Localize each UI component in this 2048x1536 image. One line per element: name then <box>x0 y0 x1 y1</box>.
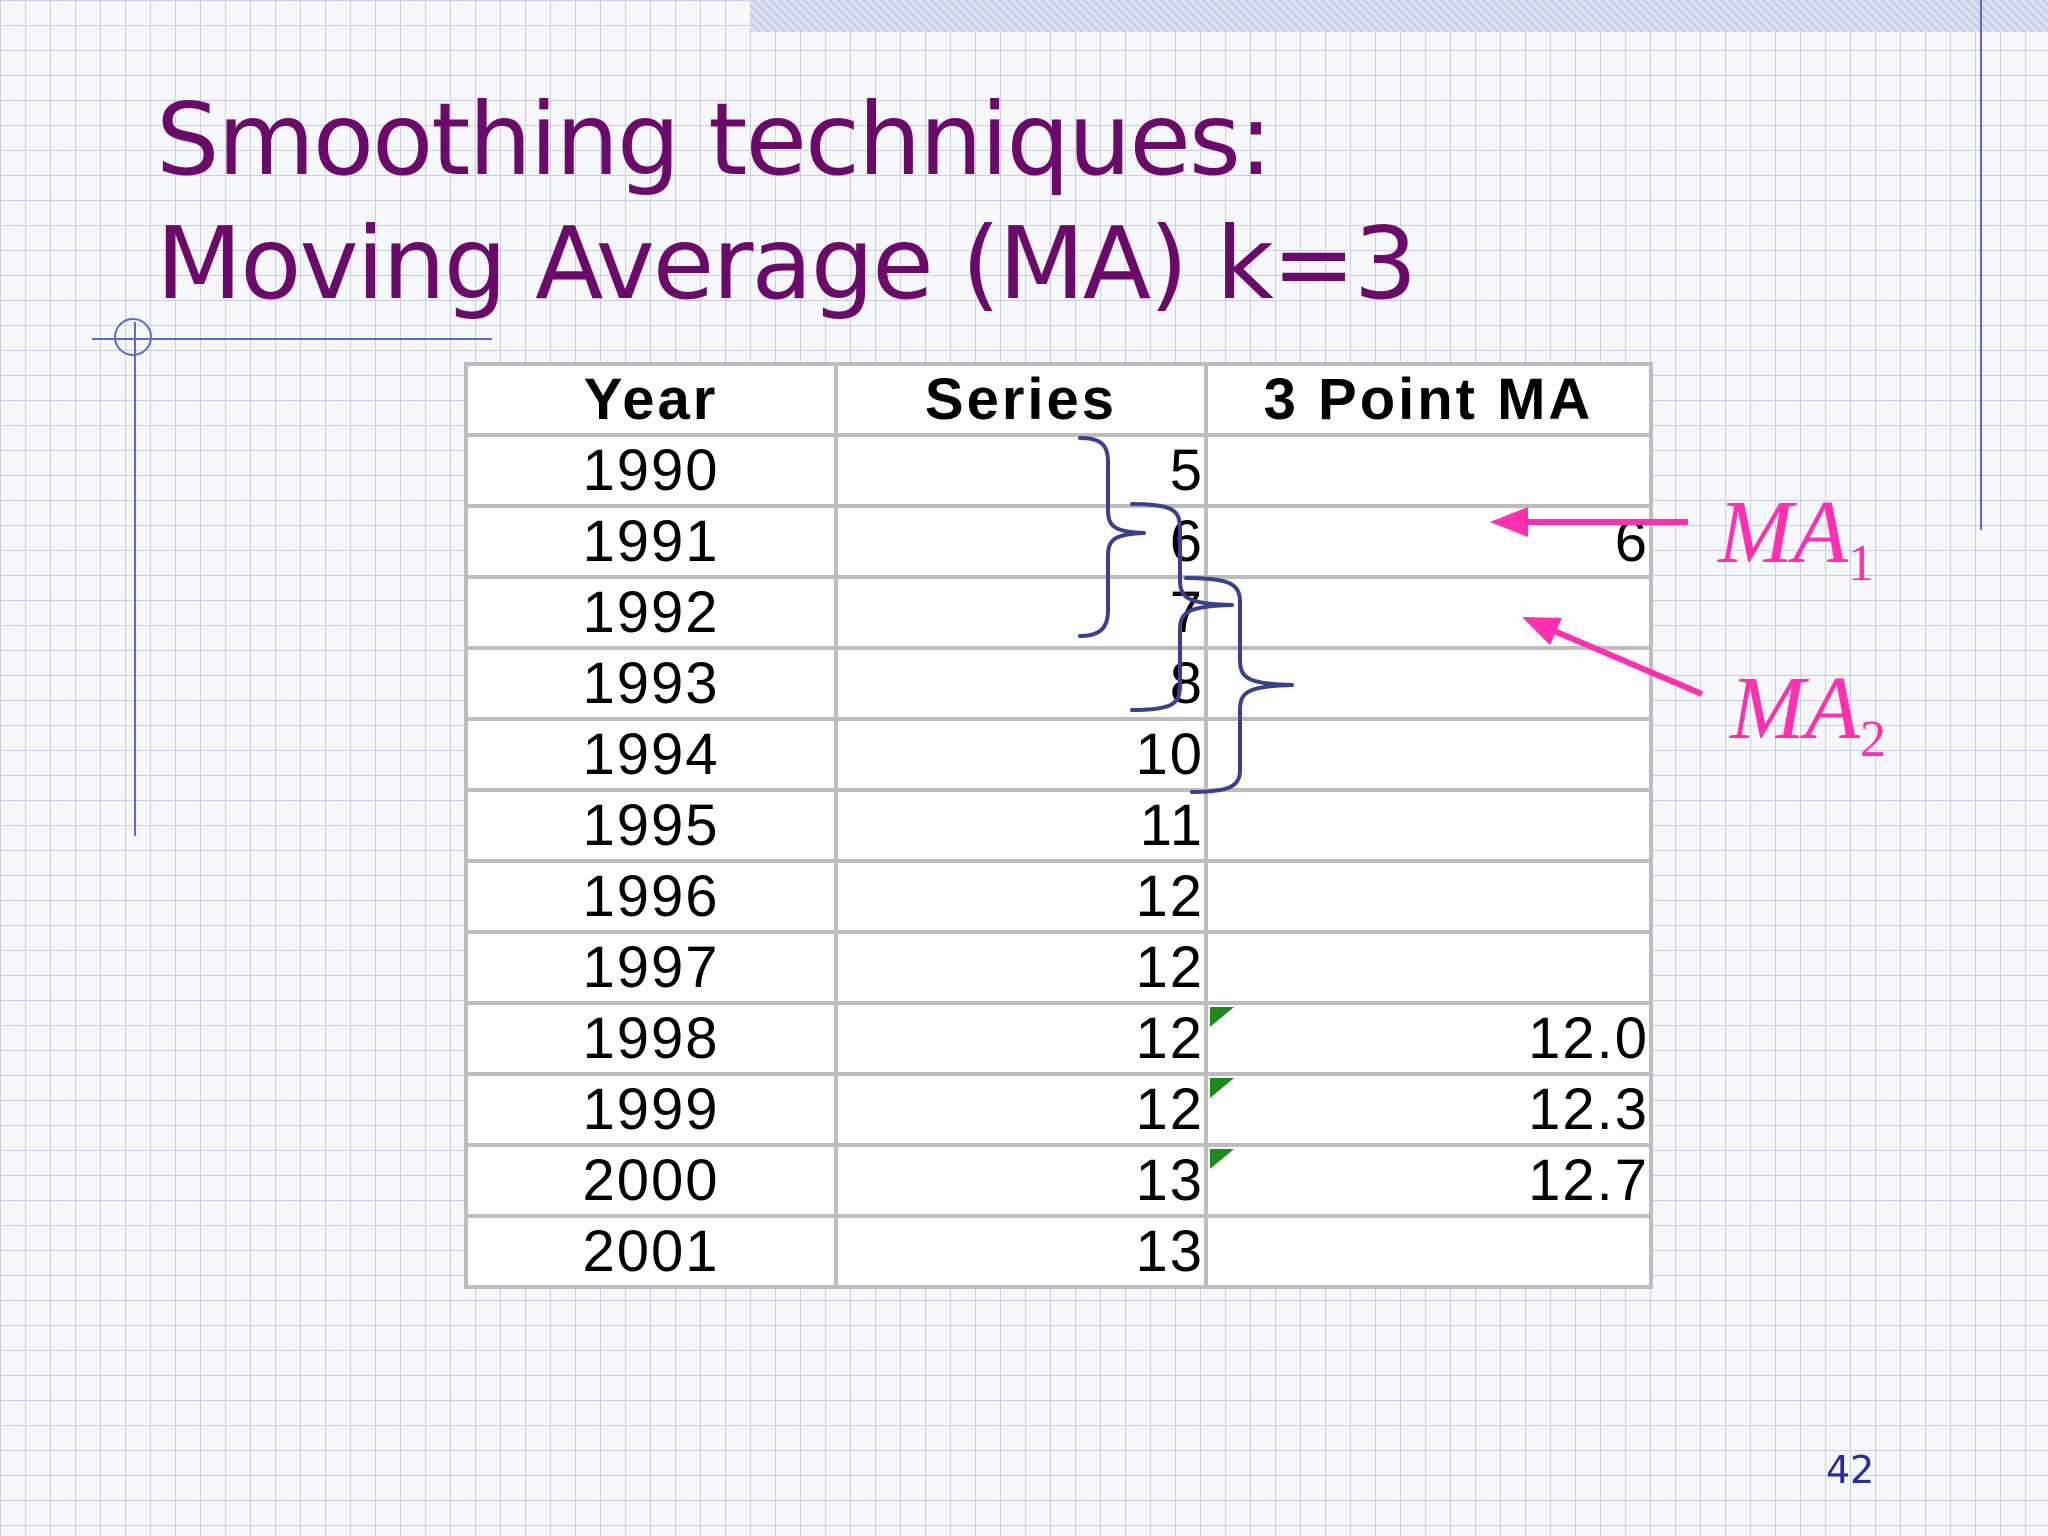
title-underline-rule <box>92 338 492 340</box>
label-ma1: MA1 <box>1718 483 1874 592</box>
title-line-1: Smoothing techniques: <box>156 81 1273 198</box>
header-year: Year <box>464 362 838 437</box>
cell-series: 10 <box>834 717 1208 792</box>
cell-ma: 6 <box>1204 504 1653 579</box>
cell-series: 12 <box>834 930 1208 1005</box>
cell-year: 1998 <box>464 1001 838 1076</box>
cell-series: 12 <box>834 859 1208 934</box>
cell-series: 5 <box>834 433 1208 508</box>
table-row: 1999 12 12.3 <box>464 1072 1653 1147</box>
cell-ma <box>1204 788 1653 863</box>
table-row: 1992 7 <box>464 575 1653 650</box>
cell-ma <box>1204 859 1653 934</box>
header-series: Series <box>834 362 1208 437</box>
table-row: 2000 13 12.7 <box>464 1143 1653 1218</box>
cell-series: 11 <box>834 788 1208 863</box>
cell-year: 1995 <box>464 788 838 863</box>
table-row: 2001 13 <box>464 1214 1653 1289</box>
header-ma: 3 Point MA <box>1204 362 1653 437</box>
cell-ma <box>1204 1214 1653 1289</box>
page-number: 42 <box>1826 1448 1875 1492</box>
cell-ma <box>1204 575 1653 650</box>
cell-comment-flag-icon <box>1210 1078 1234 1098</box>
top-decor-band <box>750 0 2048 32</box>
title-line-2: Moving Average (MA) k=3 <box>156 205 1417 322</box>
cell-year: 1997 <box>464 930 838 1005</box>
slide-title: Smoothing techniques: Moving Average (MA… <box>156 78 1417 326</box>
cell-comment-flag-icon <box>1210 1149 1234 1169</box>
left-decor-rule <box>134 322 136 836</box>
cell-comment-flag-icon <box>1210 1007 1234 1027</box>
cell-year: 1996 <box>464 859 838 934</box>
cell-year: 1994 <box>464 717 838 792</box>
cell-year: 1993 <box>464 646 838 721</box>
table-row: 1994 10 <box>464 717 1653 792</box>
cell-series: 13 <box>834 1214 1208 1289</box>
cell-year: 1992 <box>464 575 838 650</box>
table-row: 1995 11 <box>464 788 1653 863</box>
table-row: 1997 12 <box>464 930 1653 1005</box>
cell-ma: 12.0 <box>1204 1001 1653 1076</box>
table-row: 1998 12 12.0 <box>464 1001 1653 1076</box>
cell-series: 6 <box>834 504 1208 579</box>
table-row: 1993 8 <box>464 646 1653 721</box>
table-row: 1990 5 <box>464 433 1653 508</box>
label-ma2: MA2 <box>1730 659 1886 768</box>
cell-series: 7 <box>834 575 1208 650</box>
cell-year: 1991 <box>464 504 838 579</box>
cell-ma: 12.3 <box>1204 1072 1653 1147</box>
cell-ma <box>1204 433 1653 508</box>
title-ring-decor <box>114 318 152 356</box>
cell-year: 1999 <box>464 1072 838 1147</box>
moving-average-table: Year Series 3 Point MA 1990 5 1991 6 6 1992 7 1… <box>464 362 1653 1289</box>
cell-ma <box>1204 646 1653 721</box>
cell-year: 2000 <box>464 1143 838 1218</box>
cell-series: 12 <box>834 1001 1208 1076</box>
cell-series: 8 <box>834 646 1208 721</box>
cell-series: 12 <box>834 1072 1208 1147</box>
table-row: 1996 12 <box>464 859 1653 934</box>
cell-series: 13 <box>834 1143 1208 1218</box>
cell-ma: 12.7 <box>1204 1143 1653 1218</box>
cell-year: 1990 <box>464 433 838 508</box>
cell-year: 2001 <box>464 1214 838 1289</box>
table-row: 1991 6 6 <box>464 504 1653 579</box>
right-decor-rule <box>1980 0 1982 530</box>
table-header-row: Year Series 3 Point MA <box>464 362 1653 437</box>
cell-ma <box>1204 717 1653 792</box>
cell-ma <box>1204 930 1653 1005</box>
